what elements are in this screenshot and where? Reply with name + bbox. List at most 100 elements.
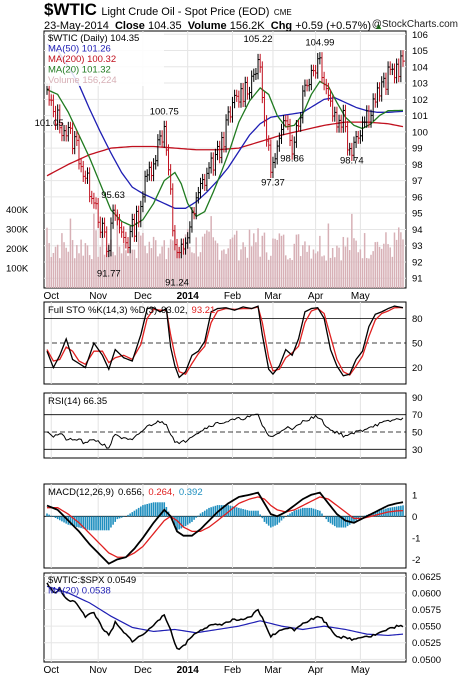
volume-bar (161, 246, 163, 288)
volume-bar (191, 252, 193, 288)
macd-legend-signal: 0.264, (148, 487, 174, 498)
macd-hist-bar (54, 516, 57, 518)
price-annotation-5: 105.22 (244, 34, 273, 45)
price-x-label-4: Feb (224, 291, 242, 302)
volume-bar (195, 237, 197, 288)
volume-bar (329, 257, 332, 288)
volume-bar (101, 230, 104, 288)
rsi-tick-70: 70 (412, 410, 423, 421)
macd-hist-bar (110, 516, 112, 528)
volume-bar (338, 247, 340, 288)
macd-hist-bar (246, 510, 249, 517)
volume-tick-300K: 300K (6, 224, 29, 235)
macd-hist-bar (182, 516, 185, 528)
price-x-label-7: May (351, 291, 370, 302)
volume-bar (372, 251, 374, 288)
macd-line (46, 491, 404, 565)
volume-bar (299, 256, 302, 288)
volume-bar (308, 245, 310, 288)
volume-bar (395, 239, 398, 288)
ratio-tick-0.0600: 0.0600 (412, 588, 441, 599)
volume-bar (231, 237, 234, 288)
chg-label: Chg (270, 20, 293, 32)
macd-hist-bar (116, 516, 119, 520)
volume-bar (304, 241, 306, 288)
macd-hist-bar (302, 507, 304, 517)
macd-hist-bar (58, 516, 61, 521)
macd-hist-bar (71, 516, 74, 526)
macd-hist-bar (46, 513, 48, 517)
volume-bar (274, 238, 276, 288)
macd-hist-bar (221, 505, 223, 517)
volume-bar (167, 247, 170, 288)
volume-bar (314, 253, 317, 288)
volume-bar (223, 249, 225, 288)
volume-bar (95, 230, 97, 288)
volume-bar (253, 233, 255, 288)
volume-bar (393, 232, 396, 288)
volume-bar (131, 249, 134, 288)
volume-bar (242, 242, 244, 288)
volume-bar (310, 258, 313, 288)
volume-bar (263, 232, 266, 288)
volume-bar (340, 260, 342, 288)
macd-legend-label: MACD(12,26,9) (48, 487, 114, 498)
volume-bar (210, 216, 212, 288)
macd-hist-bar (159, 502, 161, 517)
macd-hist-bar (216, 505, 219, 517)
volume-bar (235, 230, 238, 288)
ratio-tick-0.0525: 0.0525 (412, 638, 441, 649)
close-label: Close (114, 20, 145, 32)
macd-hist-bar (327, 516, 330, 522)
macd-hist-bar (227, 505, 229, 517)
volume-bar (204, 233, 206, 288)
volume-bar (289, 258, 291, 288)
macd-hist-bar (146, 503, 148, 517)
volume-bar (206, 230, 208, 288)
volume-bar (295, 234, 298, 288)
volume-bar (46, 227, 48, 288)
price-legend-ma200: MA(200) 100.32 (48, 54, 116, 65)
volume-bar (52, 252, 55, 288)
macd-hist-bar (108, 516, 110, 531)
macd-hist-bar (197, 515, 200, 517)
macd-hist-bar (203, 510, 206, 517)
bottom-x-label-4: Feb (224, 665, 242, 676)
volume-tick-400K: 400K (6, 205, 29, 216)
volume-bar (331, 248, 334, 288)
volume-bar (325, 260, 328, 288)
price-tick-93: 93 (412, 241, 423, 252)
macd-hist-bar (86, 516, 89, 530)
macd-hist-bar (351, 516, 353, 524)
macd-tick-0: 0 (412, 512, 417, 523)
macd-hist-bar (238, 507, 240, 517)
macd-hist-bar (310, 507, 313, 517)
price-legend-volume: Volume 156,224 (48, 75, 117, 86)
volume-bar (265, 252, 268, 288)
volume-bar (370, 254, 372, 288)
macd-hist-bar (93, 516, 95, 531)
ratio-tick-0.0575: 0.0575 (412, 605, 441, 616)
volume-bar (366, 258, 368, 288)
volume-bar (91, 259, 93, 288)
volume-bar (387, 244, 389, 288)
volume-bar (99, 246, 102, 288)
volume-bar (287, 259, 289, 288)
ma50-line (46, 43, 404, 209)
ratio-tick-0.0500: 0.0500 (412, 655, 441, 666)
sto-k-line (46, 305, 404, 379)
volume-bar (182, 246, 185, 288)
price-annotation-3: 100.75 (150, 107, 179, 118)
macd-hist-bar (259, 514, 261, 517)
volume-bar (180, 245, 183, 288)
price-annotation-8: 104.99 (305, 38, 334, 49)
macd-hist-bar (122, 516, 125, 518)
macd-hist-bar (331, 516, 334, 525)
sto-legend-sto_d: 93.21 (192, 305, 216, 316)
volume-bar (285, 255, 287, 288)
macd-hist-bar (208, 507, 210, 517)
macd-hist-bar (297, 509, 300, 517)
macd-hist-bar (63, 516, 65, 523)
volume-bar (216, 243, 219, 288)
macd-hist-bar (73, 516, 76, 527)
